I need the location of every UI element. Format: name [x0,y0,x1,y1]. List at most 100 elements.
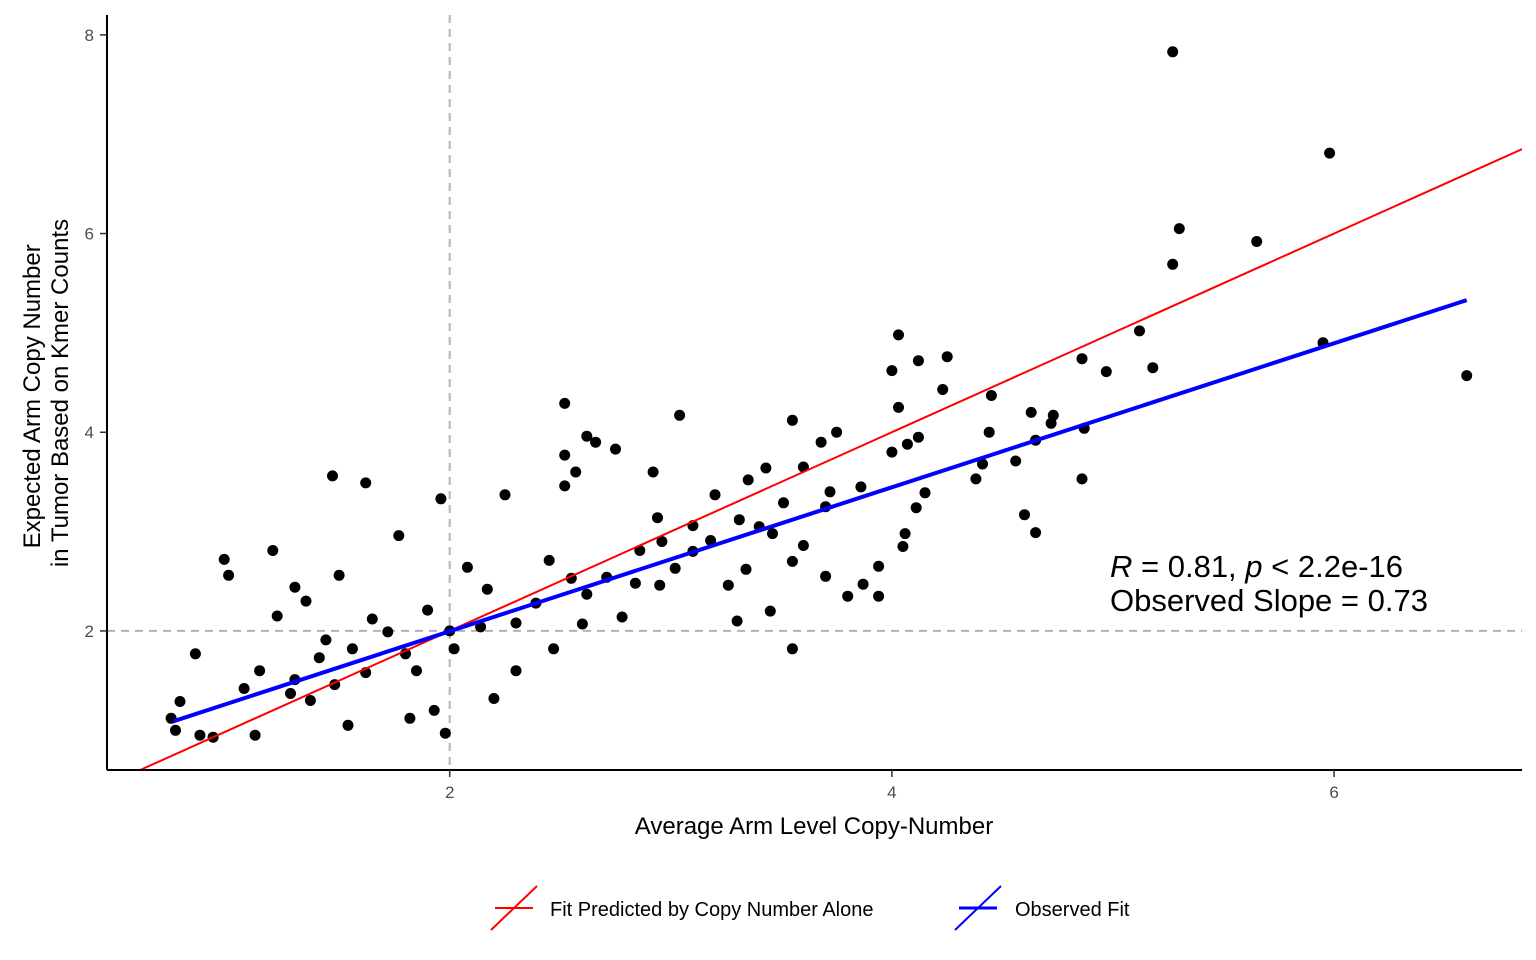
data-point [1019,509,1030,521]
data-point [189,648,201,660]
data-point [570,466,582,478]
data-point [559,480,571,492]
annotation-r-symbol: R [1110,549,1132,584]
data-point [886,446,898,458]
annotation-line-2: Observed Slope = 0.73 [1110,583,1428,618]
data-point [360,477,372,489]
data-point [581,430,593,442]
data-point [435,493,447,505]
data-point [647,466,659,478]
data-point [740,563,752,575]
data-point [1010,455,1022,467]
data-point [910,502,922,514]
data-point [1030,527,1042,539]
data-point [559,397,571,409]
legend-item-observed-fit: Observed Fit [954,885,1130,931]
data-point [581,588,593,600]
annotation-p-symbol: p [1244,549,1262,584]
data-point [499,489,511,501]
data-point [760,462,772,474]
y-axis-title-line-2: in Tumor Based on Kmer Counts [47,219,74,567]
data-point [1076,473,1088,485]
data-point [174,696,186,707]
data-point [510,665,522,677]
data-point [170,724,181,736]
data-point [422,604,434,616]
data-point [366,613,378,625]
data-point [824,486,836,498]
data-point [831,426,843,438]
data-point [919,487,931,499]
x-axis-title: Average Arm Level Copy-Number [635,813,993,840]
legend: Fit Predicted by Copy Number Alone Obser… [490,885,1130,931]
data-point [733,514,745,526]
data-point [342,719,354,731]
data-point [428,704,440,716]
predicted-fit-line [137,148,1522,770]
annotation-r-value: = 0.81, [1132,549,1245,584]
data-point [786,643,798,655]
data-point [1251,236,1263,247]
data-point [404,712,416,724]
data-point [1076,353,1088,365]
data-point [1167,258,1179,270]
data-point [656,536,668,547]
data-point [985,390,997,401]
data-point [654,579,666,591]
data-point [249,729,261,741]
data-point [842,590,854,602]
data-point [731,615,743,627]
data-point [977,458,988,470]
data-point [1147,362,1159,374]
y-axis-title-line-1: Expected Arm Copy Number [19,244,46,548]
data-point [786,555,798,567]
axes: 2 4 6 2 4 6 8 [85,15,1522,802]
legend-label-predicted-fit: Fit Predicted by Copy Number Alone [550,899,874,921]
legend-label-observed-fit: Observed Fit [1015,899,1130,921]
data-point [669,562,681,574]
data-point [616,611,628,623]
data-point [893,401,904,413]
data-point [327,470,338,482]
data-point [912,355,924,367]
fit-lines [137,148,1522,770]
data-point [899,528,911,540]
scatter-points [165,46,1473,743]
data-point [346,643,358,655]
data-point [576,618,588,630]
data-point [320,634,332,646]
legend-item-predicted-fit: Fit Predicted by Copy Number Alone [490,885,874,931]
data-point [382,626,394,638]
data-point [610,443,621,455]
observed-fit-line [172,298,1468,724]
data-point [652,512,663,524]
data-point [855,481,867,493]
data-point [722,579,734,591]
data-point [786,414,798,426]
data-point [333,569,345,581]
data-point [629,577,641,589]
data-point [304,695,316,706]
data-point [778,497,789,509]
data-point [709,489,721,501]
data-point [238,683,250,694]
data-point [461,561,473,573]
data-point [1167,46,1179,58]
data-point [1324,147,1336,159]
data-point [912,431,924,443]
data-point [289,581,301,593]
annotation-p-value: < 2.2e-16 [1263,549,1403,584]
reference-lines [107,15,1522,770]
data-point [267,545,279,556]
data-point [893,329,904,341]
data-point [510,617,522,629]
data-point [857,578,869,590]
annotation-line-1: R = 0.81, p < 2.2e-16 [1110,549,1403,584]
data-point [488,693,500,704]
x-tick-label: 4 [887,783,896,802]
data-point [548,643,560,655]
data-point [1045,417,1057,429]
data-point [705,535,717,546]
